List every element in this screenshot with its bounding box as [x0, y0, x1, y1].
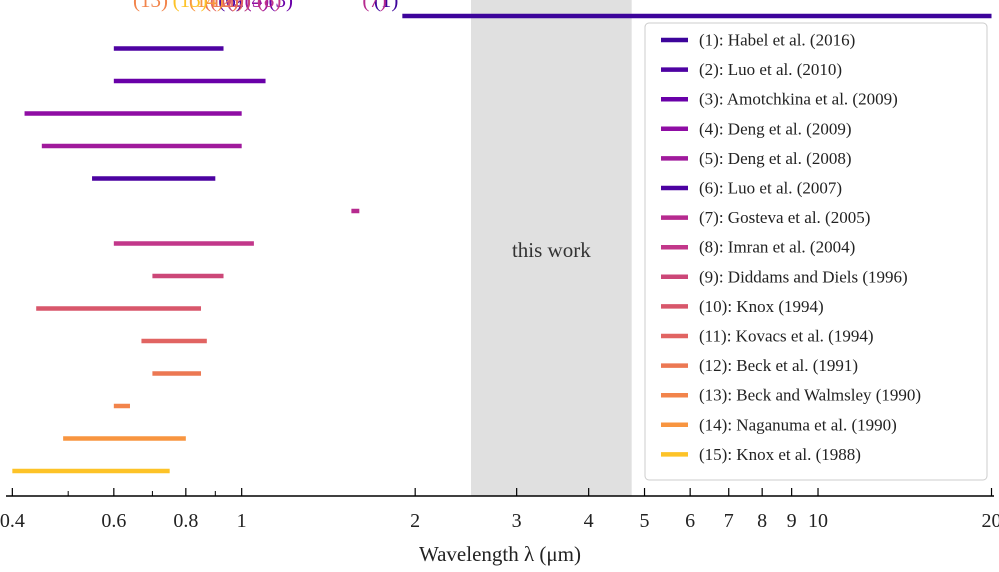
x-tick-label-2: 0.6 — [101, 510, 126, 532]
legend-entry-13: (13): Beck and Walmsley (1990) — [699, 386, 921, 405]
x-tick-label-9: 6 — [685, 510, 695, 532]
legend-entry-4: (4): Deng et al. (2009) — [699, 119, 851, 138]
legend-entry-2: (2): Luo et al. (2010) — [699, 60, 842, 79]
x-tick-label-11: 8 — [757, 510, 767, 532]
legend: (1): Habel et al. (2016) (2): Luo et al. … — [644, 22, 988, 481]
range-bar-label-12: (12) — [204, 0, 239, 12]
x-tick-label-8: 5 — [640, 510, 650, 532]
range-bar-label-8: (8) — [257, 0, 282, 12]
x-tick-label-10: 7 — [724, 510, 734, 532]
range-bar-label-13: (13) — [133, 0, 168, 12]
legend-entry-12: (12): Beck et al. (1991) — [699, 356, 858, 375]
x-tick-label-4: 1 — [237, 510, 247, 532]
range-bar-label-15: (15) — [173, 0, 208, 12]
legend-entry-7: (7): Gosteva et al. (2005) — [699, 208, 870, 227]
x-tick-label-3: 0.8 — [173, 510, 198, 532]
range-bar-label-14: (14) — [189, 0, 224, 12]
range-bar-label-1: (1) — [374, 0, 399, 12]
legend-entry-6: (6): Luo et al. (2007) — [699, 179, 842, 198]
x-tick-label-5: 2 — [410, 510, 420, 532]
this-work-shaded-rect — [471, 0, 632, 496]
legend-entry-10: (10): Knox (1994) — [699, 297, 824, 316]
legend-box — [644, 22, 988, 481]
legend-entry-3: (3): Amotchkina et al. (2009) — [699, 90, 898, 109]
range-bars: (1)(2) (3)(4)(5)(6) (7)(8)(9)(10)(11)(12)(… — [12, 0, 992, 474]
x-tick-label-1: 0.4 — [0, 510, 25, 532]
legend-entry-5: (5): Deng et al. (2008) — [699, 149, 851, 168]
range-bar-label-11: (11) — [210, 0, 244, 12]
x-axis-label: Wavelength λ (μm) — [419, 542, 581, 566]
this-work-label: this work — [512, 238, 591, 262]
legend-entry-11: (11): Kovacs et al. (1994) — [699, 327, 874, 346]
shaded-region: this work — [471, 0, 632, 496]
legend-entry-9: (9): Diddams and Diels (1996) — [699, 267, 908, 286]
legend-entry-15: (15): Knox et al. (1988) — [699, 445, 861, 464]
range-bar-label-5: (5) — [245, 0, 270, 12]
legend-entry-8: (8): Imran et al. (2004) — [699, 238, 855, 257]
range-bar-label-9: (9) — [227, 0, 252, 12]
x-axis: 0.4 0.6 0.8 1 2 3 4 5 6 7 8 9 10 20 — [0, 488, 999, 532]
legend-entry-1: (1): Habel et al. (2016) — [699, 31, 855, 50]
range-bar-label-7: (7) — [362, 0, 387, 12]
range-bar-label-10: (10) — [204, 0, 239, 12]
x-tick-label-12: 9 — [787, 510, 797, 532]
x-tick-label-14: 20 — [982, 510, 999, 532]
range-bar-label-2: (2) — [227, 0, 252, 12]
range-bar-label-3: (3) — [269, 0, 294, 12]
range-bar-label-6: (6) — [218, 0, 243, 12]
x-tick-label-7: 4 — [584, 510, 594, 532]
range-bar-label-4: (4) — [245, 0, 270, 12]
x-tick-label-6: 3 — [512, 510, 522, 532]
x-tick-label-13: 10 — [808, 510, 828, 532]
legend-entry-14: (14): Naganuma et al. (1990) — [699, 415, 897, 434]
